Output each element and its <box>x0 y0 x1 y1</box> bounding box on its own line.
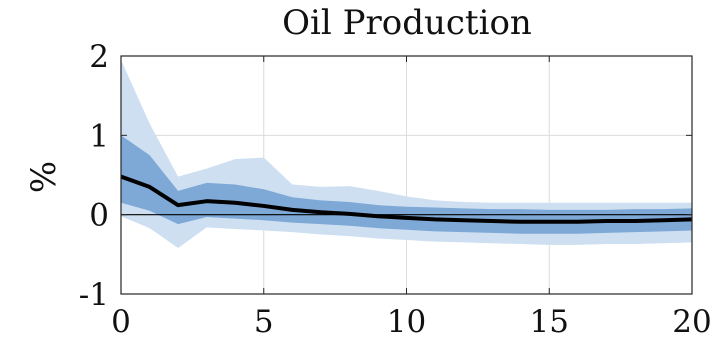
y-tick-label: 0 <box>89 198 109 234</box>
median-response-line <box>120 174 693 224</box>
y-axis-label: % <box>24 161 64 193</box>
x-tick-label: 15 <box>530 304 569 340</box>
x-tick-label: 5 <box>254 304 274 340</box>
x-tick-label: 10 <box>387 304 426 340</box>
y-tick-label: 1 <box>89 118 109 154</box>
chart-title: Oil Production <box>282 3 532 43</box>
x-tick-label: 20 <box>672 304 711 340</box>
plot-area <box>120 55 693 295</box>
y-tick-label: -1 <box>79 277 109 313</box>
x-tick-label: 0 <box>111 304 131 340</box>
inner-confidence-band <box>121 135 692 234</box>
y-tick-label: 2 <box>89 39 109 75</box>
